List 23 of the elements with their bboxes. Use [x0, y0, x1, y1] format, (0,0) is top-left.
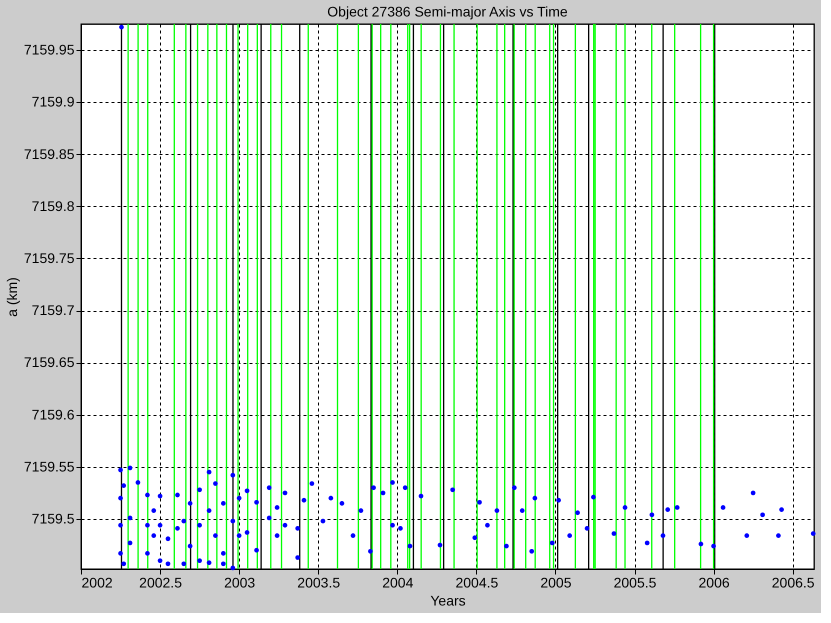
x-tick-label: 2006 — [698, 574, 730, 590]
y-tick-label: 7159.7 — [32, 302, 75, 318]
y-tick-label: 7159.75 — [24, 250, 75, 266]
x-tick-label: 2003 — [224, 574, 256, 590]
y-tick-label: 7159.85 — [24, 146, 75, 162]
x-tick-label: 2002 — [82, 574, 113, 590]
x-tick-label: 2005 — [540, 574, 572, 590]
x-tick-label: 2005.5 — [614, 574, 657, 590]
y-tick-label: 7159.55 — [24, 458, 75, 474]
x-axis-title: Years — [430, 592, 466, 608]
y-axis-title: a (km) — [4, 277, 20, 317]
x-tick-label: 2003.5 — [297, 574, 340, 590]
y-tick-label: 7159.65 — [24, 354, 75, 370]
x-tick-label: 2002.5 — [139, 574, 182, 590]
y-tick-label: 7159.8 — [32, 198, 75, 214]
x-tick-label: 2004.5 — [455, 574, 498, 590]
x-tick-label: 2004 — [382, 574, 414, 590]
chart-title: Object 27386 Semi-major Axis vs Time — [327, 3, 568, 20]
y-tick-label: 7159.6 — [32, 406, 75, 422]
y-tick-label: 7159.5 — [32, 510, 75, 526]
x-tick-label: 2006.5 — [772, 574, 815, 590]
y-tick-label: 7159.95 — [24, 42, 75, 58]
y-tick-label: 7159.9 — [32, 94, 75, 110]
